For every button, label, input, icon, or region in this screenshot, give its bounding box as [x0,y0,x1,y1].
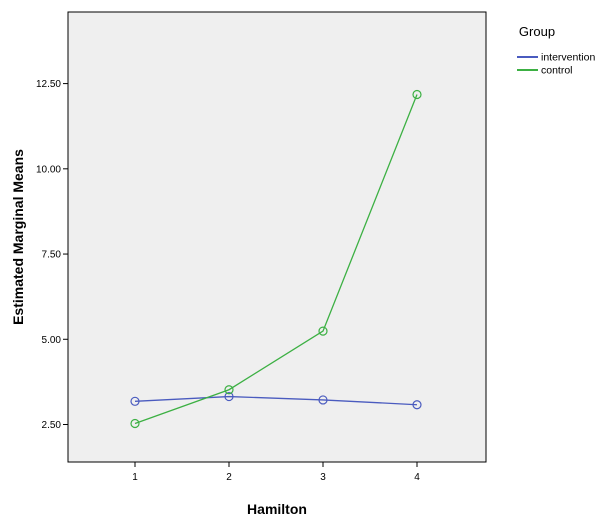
x-tick-label: 2 [226,472,232,483]
y-axis: 2.50 5.00 7.50 10.00 12.50 [36,79,68,431]
series-line-intervention [134,395,418,406]
x-tick-label: 1 [132,472,138,483]
series-intervention [130,391,422,410]
legend-item-control: control [517,65,573,77]
y-axis-title: Estimated Marginal Means [10,149,26,325]
series-layer [130,89,422,429]
legend-item-intervention: intervention [517,52,595,64]
data-point [130,418,140,429]
legend-title: Group [519,24,555,39]
x-axis-title: Hamilton [247,501,307,517]
y-tick-label: 5.00 [42,335,62,346]
legend-label: control [541,65,573,77]
data-point [318,326,328,336]
y-tick-label: 12.50 [36,79,61,90]
series-line-control [134,94,418,425]
legend-label: intervention [541,52,595,64]
y-tick-label: 7.50 [42,250,62,261]
data-point [412,400,422,410]
data-point [318,395,328,405]
data-point [224,391,234,402]
x-axis: 1 2 3 4 [132,462,420,483]
y-tick-label: 2.50 [42,420,62,431]
x-tick-label: 3 [320,472,326,483]
plot-area [67,11,487,463]
y-tick-label: 10.00 [36,164,61,175]
data-point [412,89,422,100]
data-point [130,396,140,406]
x-tick-label: 4 [414,472,420,483]
data-point [224,385,234,395]
series-control [130,89,422,429]
